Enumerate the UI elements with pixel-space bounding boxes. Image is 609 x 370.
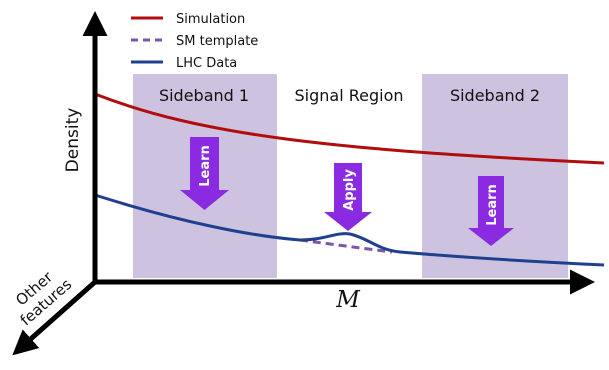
legend: Simulation SM template LHC Data xyxy=(131,12,258,71)
lhc-data-curve xyxy=(94,193,605,267)
signal-region-label: Signal Region xyxy=(294,86,403,105)
learn-arrow-1-label: Learn xyxy=(198,145,213,187)
sideband2-label: Sideband 2 xyxy=(450,86,540,105)
z-axis xyxy=(12,280,97,356)
sm-template-curve xyxy=(299,238,393,254)
simulation-curve xyxy=(94,92,605,165)
apply-arrow-label: Apply xyxy=(342,169,357,211)
sideband1-label: Sideband 1 xyxy=(159,86,249,105)
legend-label-sm-template: SM template xyxy=(176,34,258,49)
legend-label-lhc-data: LHC Data xyxy=(176,56,237,71)
learn-arrow-2-label: Learn xyxy=(485,184,500,226)
y-axis-label: Density xyxy=(63,108,83,173)
legend-label-simulation: Simulation xyxy=(176,12,245,27)
z-axis-label: Other features xyxy=(12,267,75,329)
x-axis-label: M xyxy=(335,287,361,313)
apply-arrow: Apply xyxy=(324,163,372,231)
learn-arrow-2: Learn xyxy=(468,176,514,246)
learn-arrow-1: Learn xyxy=(180,137,229,210)
